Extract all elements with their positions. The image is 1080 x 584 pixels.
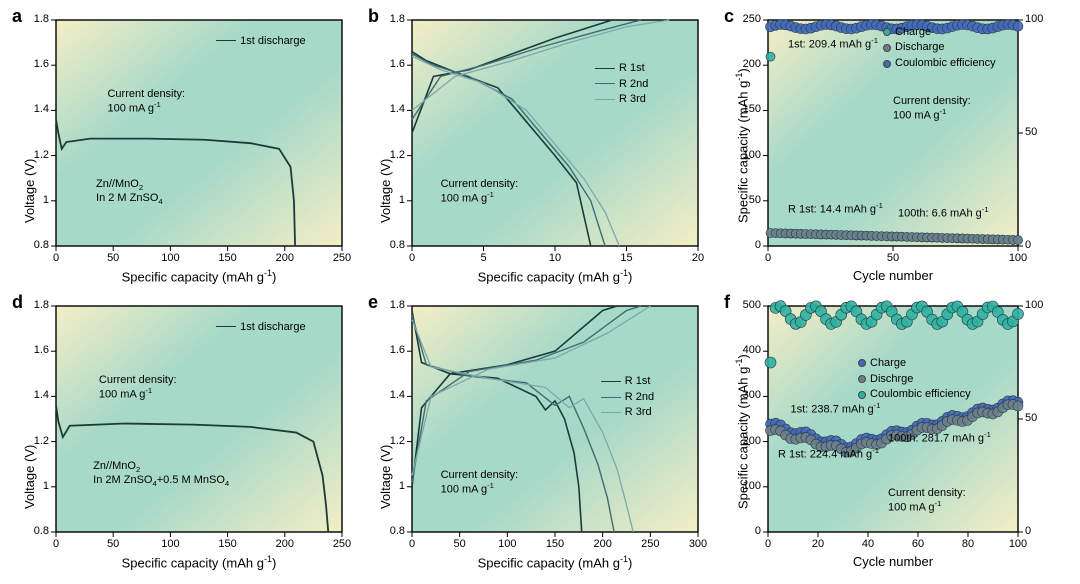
plot-area-c: 050100050100150200250050100Cycle numberS… xyxy=(720,8,1066,288)
y-axis-label: Voltage (V) xyxy=(378,159,393,223)
annotation: Current density:100 mA g-1 xyxy=(99,374,177,401)
legend: 1st discharge xyxy=(216,34,305,50)
panel-c: c050100050100150200250050100Cycle number… xyxy=(720,8,1066,288)
panel-f: f0204060801000100200300400500050100Cycle… xyxy=(720,294,1066,574)
x-axis-label: Specific capacity (mAh g-1) xyxy=(109,268,289,284)
y-axis-label: Voltage (V) xyxy=(22,159,37,223)
annotation: R 1st: 224.4 mAh g-1 xyxy=(778,446,879,461)
annotation: 100th: 281.7 mAh g-1 xyxy=(888,430,991,445)
annotation: Current density:100 mA g-1 xyxy=(107,88,185,115)
y-axis-label: Voltage (V) xyxy=(378,445,393,509)
figure-grid: a0501001502002500.811.21.41.61.8Specific… xyxy=(0,0,1080,584)
annotation: 100th: 6.6 mAh g-1 xyxy=(898,205,989,220)
panel-d: d0501001502002500.811.21.41.61.8Specific… xyxy=(8,294,354,574)
plot-area-b: 051015200.811.21.41.61.8Specific capacit… xyxy=(364,8,710,288)
annotation: Current density:100 mA g-1 xyxy=(888,487,966,514)
legend: 1st discharge xyxy=(216,320,305,336)
annotation: Zn//MnO2In 2 M ZnSO4 xyxy=(96,178,163,206)
annotation: 1st: 238.7 mAh g-1 xyxy=(791,401,881,416)
x-axis-label: Specific capacity (mAh g-1) xyxy=(109,554,289,570)
plot-area-e: 0501001502002503000.811.21.41.61.8Specif… xyxy=(364,294,710,574)
x-axis-label: Cycle number xyxy=(803,554,983,569)
legend: ChargeDischrgeCoulombic efficiency xyxy=(858,356,971,404)
annotation: Zn//MnO2In 2M ZnSO4+0.5 M MnSO4 xyxy=(93,460,229,488)
y-axis-label: Voltage (V) xyxy=(22,445,37,509)
legend: R 1stR 2ndR 3rd xyxy=(601,374,654,422)
annotation: Current density:100 mA g-1 xyxy=(893,95,971,122)
annotation: 1st: 209.4 mAh g-1 xyxy=(788,36,878,51)
y-axis-label: Specific capacity (mAh g-1) xyxy=(734,68,750,223)
legend: R 1stR 2ndR 3rd xyxy=(595,61,648,109)
panel-b: b051015200.811.21.41.61.8Specific capaci… xyxy=(364,8,710,288)
plot-area-f: 0204060801000100200300400500050100Cycle … xyxy=(720,294,1066,574)
x-axis-label: Specific capacity (mAh g-1) xyxy=(465,554,645,570)
annotation: Current density:100 mA g-1 xyxy=(441,178,519,205)
annotation: R 1st: 14.4 mAh g-1 xyxy=(788,201,883,216)
plot-area-d: 0501001502002500.811.21.41.61.8Specific … xyxy=(8,294,354,574)
legend: ChargeDischargeCoulombic efficiency xyxy=(883,25,996,73)
x-axis-label: Cycle number xyxy=(803,268,983,283)
panel-a: a0501001502002500.811.21.41.61.8Specific… xyxy=(8,8,354,288)
annotation: Current density:100 mA g-1 xyxy=(441,469,519,496)
x-axis-label: Specific capacity (mAh g-1) xyxy=(465,268,645,284)
panel-e: e0501001502002503000.811.21.41.61.8Speci… xyxy=(364,294,710,574)
y-axis-label: Specific capacity (mAh g-1) xyxy=(734,354,750,509)
plot-area-a: 0501001502002500.811.21.41.61.8Specific … xyxy=(8,8,354,288)
